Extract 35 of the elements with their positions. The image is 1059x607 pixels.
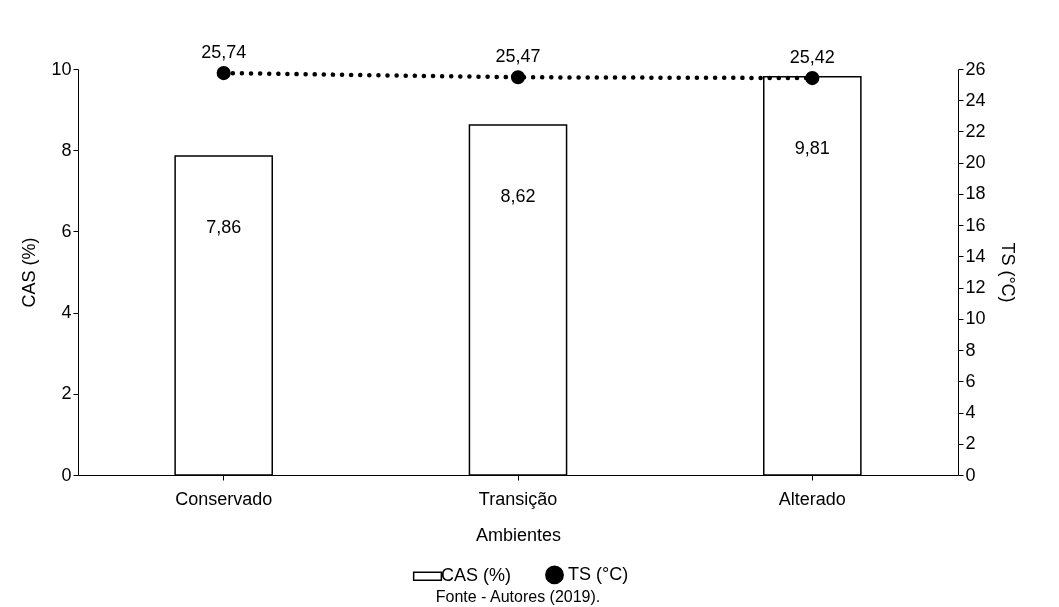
y2-tick-label: 0 [965, 464, 976, 485]
source-note: Fonte - Autores (2019). [435, 588, 601, 605]
data-label: 7,86 [206, 216, 242, 237]
y-tick-label: 0 [61, 464, 72, 485]
y-tick-label: 8 [61, 139, 72, 160]
y-axis-title: CAS (%) [19, 237, 40, 308]
data-label: 25,47 [495, 46, 541, 67]
x-tick-label: Conservado [175, 488, 273, 509]
y2-tick-label: 10 [965, 308, 986, 329]
data-label: 25,74 [201, 42, 247, 63]
x-axis-title: Ambientes [475, 524, 562, 545]
y2-tick-label: 26 [965, 58, 986, 79]
legend-label: CAS (%) [441, 565, 512, 586]
y2-tick-label: 2 [965, 433, 976, 454]
y2-tick-label: 12 [965, 277, 986, 298]
y-tick-label: 10 [51, 58, 72, 79]
legend-label: TS (°C) [568, 563, 629, 584]
x-tick-label: Alterado [778, 488, 846, 509]
y2-tick-label: 18 [965, 183, 986, 204]
data-label: 8,62 [500, 186, 536, 207]
y2-tick-label: 14 [965, 245, 986, 266]
y2-tick-label: 16 [965, 214, 986, 235]
y-tick-label: 4 [61, 302, 72, 323]
y2-tick-label: 6 [965, 370, 976, 391]
y-tick-label: 6 [61, 220, 72, 241]
data-label: 25,42 [789, 47, 835, 68]
y2-tick-label: 22 [965, 120, 986, 141]
x-tick-label: Transição [478, 488, 558, 509]
y2-axis-title: TS (°C) [997, 242, 1018, 303]
y-tick-label: 2 [61, 383, 72, 404]
y2-tick-label: 8 [965, 339, 976, 360]
y2-tick-label: 24 [965, 89, 986, 110]
y2-tick-label: 4 [965, 402, 976, 423]
y2-tick-label: 20 [965, 152, 986, 173]
data-label: 9,81 [794, 137, 830, 158]
